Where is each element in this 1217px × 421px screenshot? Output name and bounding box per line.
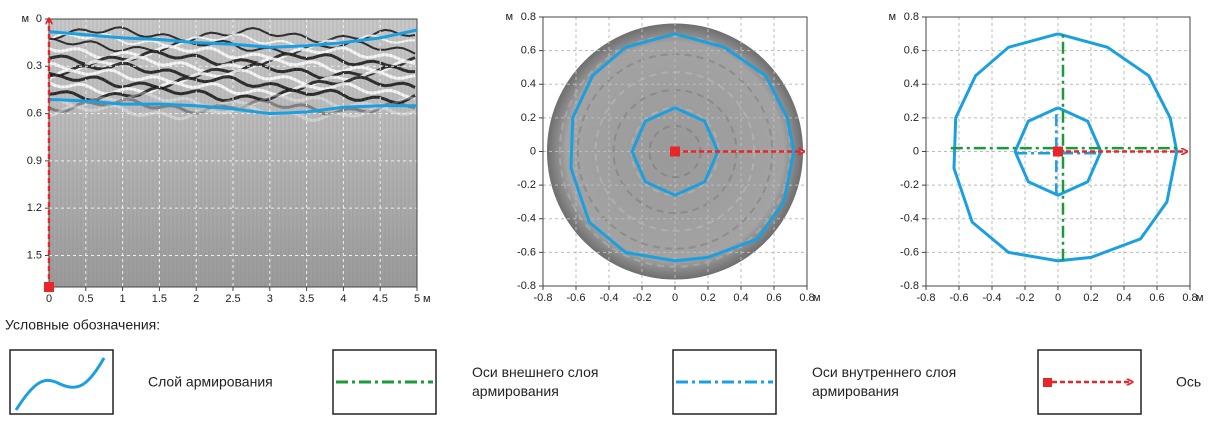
x-tick-label: 0 <box>46 293 52 305</box>
y-tick-label: -0.4 <box>900 213 919 225</box>
x-tick-label: 0.4 <box>733 292 748 304</box>
y-tick-label: 0 <box>913 145 919 157</box>
x-tick-label: 0.2 <box>1083 292 1098 304</box>
y-tick-label: 0.9 <box>27 155 42 167</box>
page: {"chart_data": [ {"type": "radargram", "… <box>0 0 1217 421</box>
chart: -0.8 -0.6 -0.4 -0.2 0 0.2 0.4 0.6 0.8 м -0.8 -0.6 -0… <box>505 11 820 304</box>
legend-label: Оси внутреннего слоя <box>812 364 956 380</box>
x-tick-label: 1.5 <box>152 293 167 305</box>
x-axis-unit: м <box>813 292 821 304</box>
y-tick-label: 0.6 <box>27 107 42 119</box>
x-tick-label: -0.2 <box>1016 292 1035 304</box>
x-tick-label: -0.2 <box>633 292 652 304</box>
y-tick-label: 0.3 <box>27 60 42 72</box>
legend-title: Условные обозначения: <box>5 317 160 333</box>
y-tick-label: -0.2 <box>900 179 919 191</box>
y-tick-label: 0.6 <box>521 45 536 57</box>
y-tick-label: -0.6 <box>517 246 536 258</box>
y-tick-label: -0.8 <box>900 280 919 292</box>
legend-label: Слой армирования <box>148 374 273 390</box>
axis-origin <box>44 282 54 292</box>
y-tick-label: 0.4 <box>904 78 919 90</box>
legend-label: армирования <box>812 383 899 399</box>
y-tick-label: 0.2 <box>521 112 536 124</box>
y-tick-label: 1.5 <box>27 249 42 261</box>
y-tick-label: 0 <box>36 13 42 25</box>
y-tick-label: 0.6 <box>904 45 919 57</box>
y-tick-label: 0.2 <box>904 112 919 124</box>
x-tick-label: -0.4 <box>983 292 1002 304</box>
y-tick-label: 1.2 <box>27 202 42 214</box>
x-axis-unit: м <box>1196 292 1204 304</box>
x-tick-label: -0.6 <box>567 292 586 304</box>
x-tick-label: -0.8 <box>917 292 936 304</box>
x-axis-unit: м <box>423 293 431 305</box>
x-tick-label: 2.5 <box>225 293 240 305</box>
x-tick-label: 2 <box>193 293 199 305</box>
x-tick-label: 0.5 <box>78 293 93 305</box>
x-tick-label: -0.8 <box>534 292 553 304</box>
x-tick-label: 0.6 <box>1149 292 1164 304</box>
axis-origin <box>1053 147 1063 157</box>
x-tick-label: 0.4 <box>1116 292 1131 304</box>
axis-origin <box>670 147 680 157</box>
x-tick-label: 5 <box>414 293 420 305</box>
figure: Условные обозначения: 0 0.5 1 1.5 2 2.5 3 3.5 4 4… <box>0 0 1217 421</box>
x-tick-label: 4.5 <box>373 293 388 305</box>
y-tick-label: -0.6 <box>900 246 919 258</box>
y-tick-label: 0 <box>530 145 536 157</box>
y-axis-unit: м <box>21 13 29 25</box>
legend-label: Оси внешнего слоя <box>472 364 598 380</box>
x-tick-label: 0 <box>672 292 678 304</box>
legend-label: армирования <box>472 383 559 399</box>
y-tick-label: 0.4 <box>521 78 536 90</box>
x-tick-label: 1 <box>120 293 126 305</box>
x-tick-label: 0.2 <box>700 292 715 304</box>
y-tick-label: 0.8 <box>904 11 919 23</box>
x-tick-label: -0.6 <box>950 292 969 304</box>
chart: -0.8 -0.6 -0.4 -0.2 0 0.2 0.4 0.6 0.8 м -0.8 -0.6 -0… <box>888 11 1203 304</box>
y-axis-unit: м <box>505 11 513 23</box>
y-tick-label: -0.8 <box>517 280 536 292</box>
x-tick-label: -0.4 <box>600 292 619 304</box>
x-tick-label: 3.5 <box>299 293 314 305</box>
y-axis-unit: м <box>888 11 896 23</box>
x-tick-label: 3 <box>267 293 273 305</box>
legend-label: Ось <box>1176 374 1201 390</box>
x-tick-label: 0.6 <box>766 292 781 304</box>
x-tick-label: 0 <box>1055 292 1061 304</box>
y-tick-label: 0.8 <box>521 11 536 23</box>
y-tick-label: -0.2 <box>517 179 536 191</box>
x-tick-label: 4 <box>340 293 346 305</box>
y-tick-label: -0.4 <box>517 213 536 225</box>
